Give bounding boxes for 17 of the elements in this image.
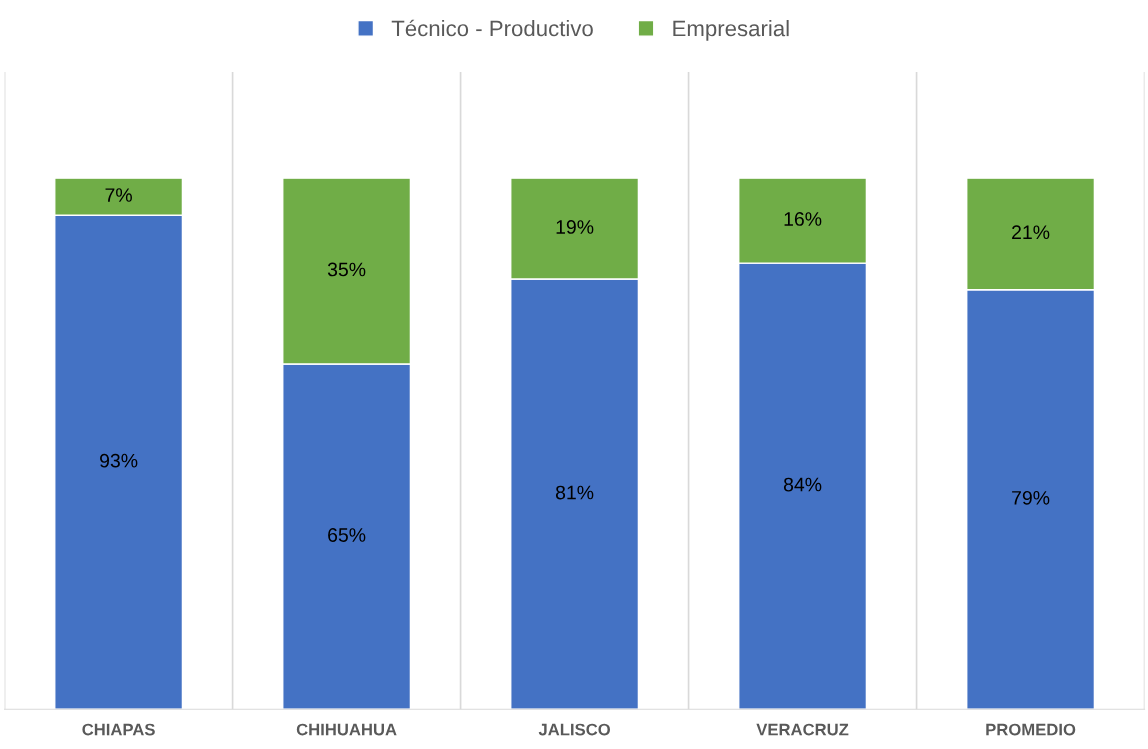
legend-label: Empresarial: [673, 20, 789, 41]
data-label: 93%: [100, 453, 138, 468]
data-label: 79%: [1012, 490, 1050, 505]
data-label: 84%: [783, 477, 822, 492]
data-label: 35%: [327, 262, 366, 277]
x-tick-label: CHIAPAS: [82, 723, 155, 736]
data-label: 81%: [555, 485, 594, 500]
x-tick-label: PROMEDIO: [986, 723, 1076, 736]
data-label: 21%: [1012, 225, 1050, 240]
legend-label: Técnico - Productivo: [391, 19, 593, 37]
data-label: 7%: [105, 188, 132, 202]
x-tick-label: JALISCO: [538, 723, 610, 736]
data-label: 19%: [556, 220, 594, 234]
data-label: 16%: [784, 212, 822, 226]
x-tick-label: CHIHUAHUA: [296, 723, 397, 736]
x-tick-label: VERACRUZ: [756, 723, 849, 736]
data-label: 65%: [328, 528, 366, 542]
